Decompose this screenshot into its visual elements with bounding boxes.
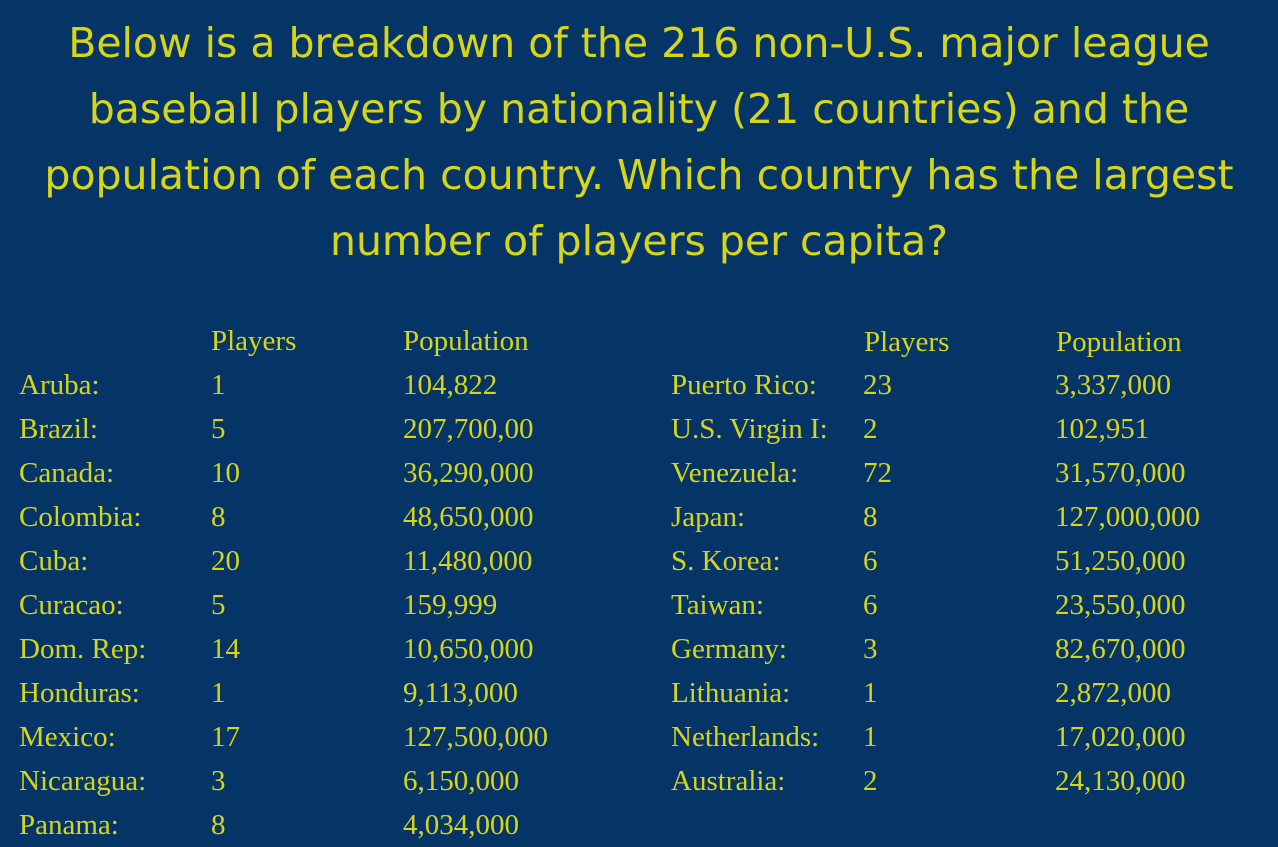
row-players: 3	[211, 765, 226, 797]
row-players: 8	[211, 809, 226, 841]
row-country: Puerto Rico:	[671, 369, 817, 401]
row-country: Australia:	[671, 765, 786, 797]
row-population: 11,480,000	[403, 545, 533, 577]
row-population: 17,020,000	[1055, 721, 1186, 753]
row-players: 10	[211, 457, 240, 489]
row-country: Netherlands:	[671, 721, 820, 753]
row-population: 6,150,000	[403, 765, 519, 797]
row-country: Brazil:	[19, 413, 98, 445]
row-population: 4,034,000	[403, 809, 519, 841]
row-country: Curacao:	[19, 589, 124, 621]
row-country: Honduras:	[19, 677, 140, 709]
row-country: Aruba:	[19, 369, 100, 401]
row-players: 6	[863, 589, 878, 621]
row-population: 31,570,000	[1055, 457, 1186, 489]
row-players: 17	[211, 721, 240, 753]
row-players: 8	[863, 501, 878, 533]
row-population: 82,670,000	[1055, 633, 1186, 665]
right-country-table: Puerto Rico: 23 3,337,000 U.S. Virgin I: 2 10…	[671, 363, 1271, 803]
row-population: 104,822	[403, 369, 498, 401]
row-population: 207,700,00	[403, 413, 534, 445]
row-population: 159,999	[403, 589, 498, 621]
row-country: Cuba:	[19, 545, 89, 577]
row-population: 23,550,000	[1055, 589, 1186, 621]
row-players: 1	[863, 677, 878, 709]
row-country: Dom. Rep:	[19, 633, 147, 665]
row-players: 2	[863, 413, 878, 445]
row-country: Germany:	[671, 633, 787, 665]
right-players-header: Players	[864, 326, 950, 358]
row-players: 14	[211, 633, 240, 665]
question-title: Below is a breakdown of the 216 non-U.S.…	[44, 19, 1234, 265]
row-players: 5	[211, 589, 226, 621]
row-players: 72	[863, 457, 892, 489]
row-population: 102,951	[1055, 413, 1150, 445]
row-players: 2	[863, 765, 878, 797]
row-population: 9,113,000	[403, 677, 518, 709]
row-players: 1	[211, 369, 226, 401]
row-players: 20	[211, 545, 240, 577]
row-country: Taiwan:	[671, 589, 764, 621]
row-population: 10,650,000	[403, 633, 534, 665]
row-population: 3,337,000	[1055, 369, 1171, 401]
row-country: S. Korea:	[671, 545, 781, 577]
row-players: 23	[863, 369, 892, 401]
row-population: 48,650,000	[403, 501, 534, 533]
row-population: 2,872,000	[1055, 677, 1171, 709]
row-country: Japan:	[671, 501, 746, 533]
row-country: U.S. Virgin I:	[671, 413, 828, 445]
row-population: 127,000,000	[1055, 501, 1200, 533]
row-population: 24,130,000	[1055, 765, 1186, 797]
row-country: Colombia:	[19, 501, 142, 533]
row-country: Venezuela:	[671, 457, 799, 489]
row-population: 36,290,000	[403, 457, 534, 489]
left-population-header: Population	[403, 325, 529, 357]
row-players: 3	[863, 633, 878, 665]
row-population: 127,500,000	[403, 721, 548, 753]
row-country: Lithuania:	[671, 677, 791, 709]
row-country: Mexico:	[19, 721, 116, 753]
row-players: 1	[863, 721, 878, 753]
row-country: Panama:	[19, 809, 119, 841]
row-players: 6	[863, 545, 878, 577]
row-players: 8	[211, 501, 226, 533]
row-population: 51,250,000	[1055, 545, 1186, 577]
row-country: Canada:	[19, 457, 115, 489]
row-players: 1	[211, 677, 226, 709]
left-country-table: Aruba: 1 104,822 Brazil: 5 207,700,00 Canada: 1…	[19, 363, 619, 847]
right-population-header: Population	[1056, 326, 1182, 358]
row-country: Nicaragua:	[19, 765, 147, 797]
left-players-header: Players	[211, 325, 297, 357]
row-players: 5	[211, 413, 226, 445]
